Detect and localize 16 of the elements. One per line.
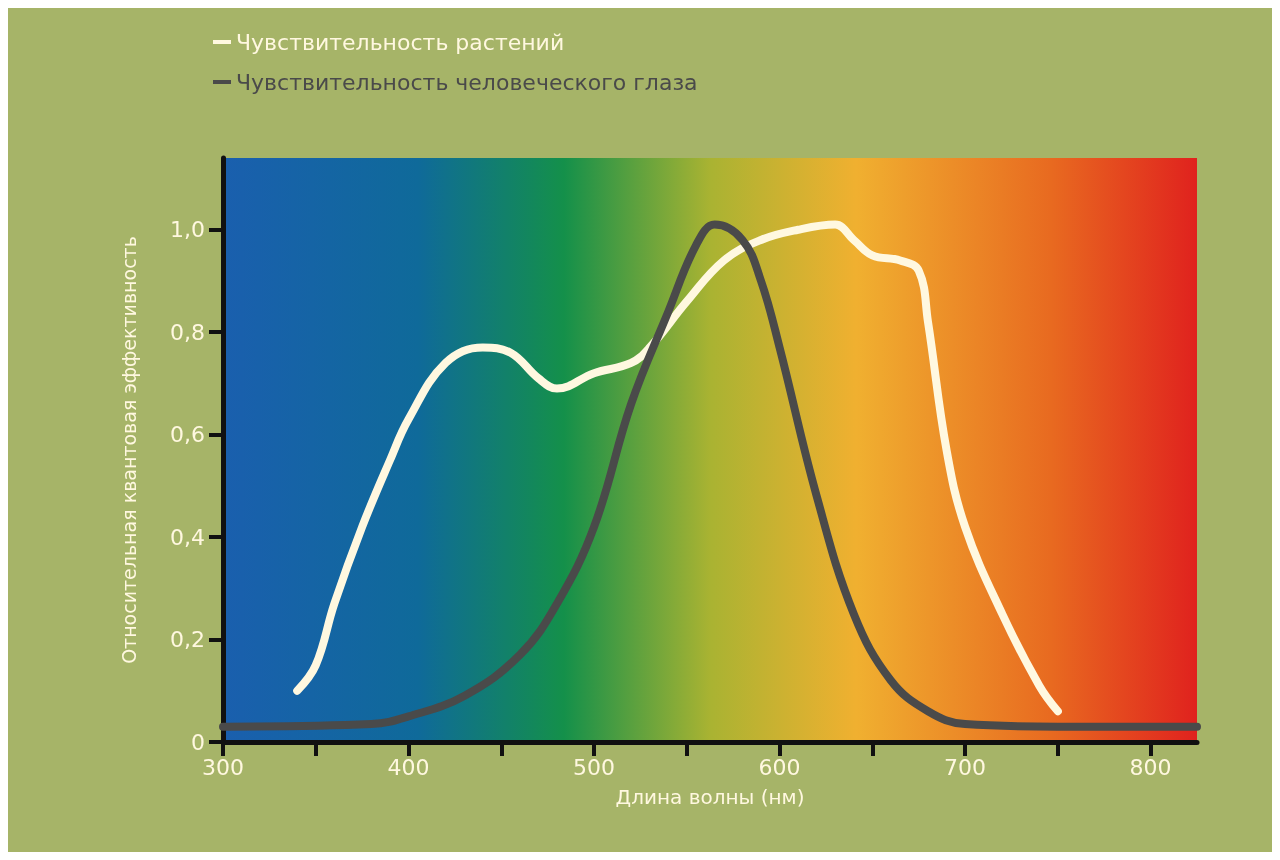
y-tick-label: 0,8 [170,319,205,345]
y-tick-label: 1,0 [170,217,205,243]
x-tick-label: 800 [1129,754,1172,780]
y-tick-label: 0,6 [170,422,205,448]
y-tick-label: 0,4 [170,524,205,550]
x-tick-label: 300 [202,754,244,780]
x-axis-title: Длина волны (нм) [615,785,805,809]
legend-label: Чувствительность растений [236,29,565,55]
y-axis-title: Относительная квантовая эффективность [117,236,140,664]
x-tick-label: 700 [944,754,987,780]
y-tick-label: 0 [191,729,205,755]
x-tick-label: 400 [387,754,430,780]
legend-label: Чувствительность человеческого глаза [236,69,698,95]
y-tick-label: 0,2 [170,627,205,653]
x-tick-label: 600 [758,754,801,780]
x-tick-label: 500 [573,754,616,780]
